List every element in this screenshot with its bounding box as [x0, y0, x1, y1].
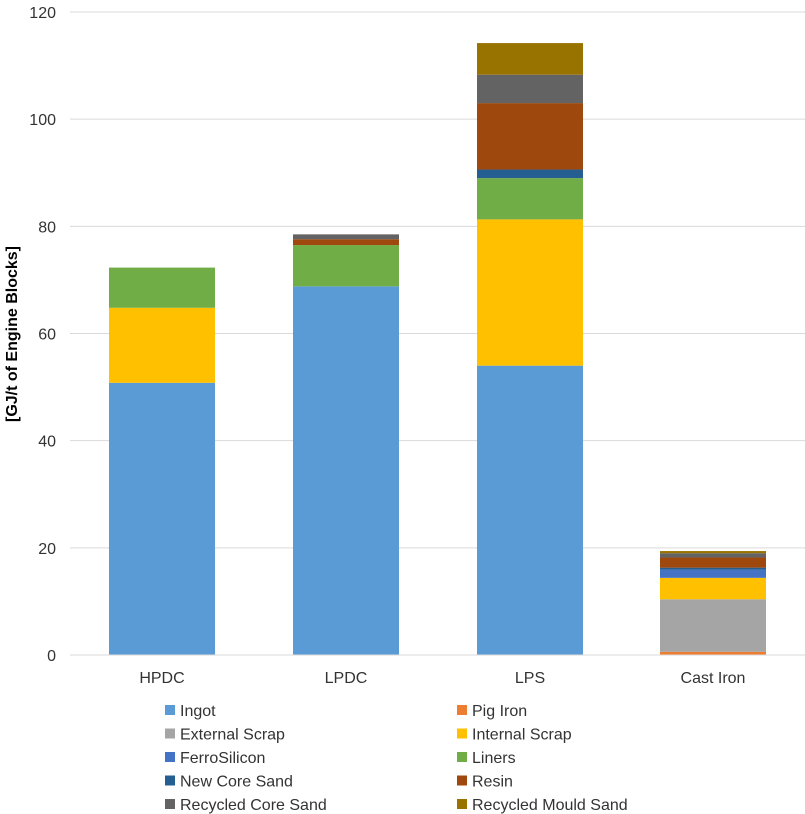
- y-tick-label: 80: [38, 219, 56, 236]
- x-tick-label: LPS: [515, 670, 545, 687]
- bar-segment: [293, 234, 399, 240]
- y-tick-label: 40: [38, 434, 56, 451]
- legend-label: External Scrap: [180, 727, 285, 744]
- bar-segment: [660, 651, 766, 655]
- legend-swatch: [457, 752, 467, 762]
- legend-label: Recycled Core Sand: [180, 797, 327, 814]
- bar-segment: [477, 169, 583, 179]
- bar-segment: [660, 567, 766, 570]
- bar-segment: [477, 103, 583, 170]
- x-tick-label: Cast Iron: [681, 670, 746, 687]
- legend-label: Ingot: [180, 703, 216, 720]
- bar-segment: [293, 245, 399, 287]
- legend: Ingot Pig Iron External Scrap Internal Scra…: [165, 703, 628, 814]
- bar-segment: [660, 553, 766, 558]
- legend-label: Liners: [472, 750, 516, 767]
- bar-segment: [293, 239, 399, 246]
- legend-label: Resin: [472, 774, 513, 791]
- legend-swatch: [165, 799, 175, 809]
- y-tick-label: 0: [47, 648, 56, 665]
- x-tick-label: HPDC: [139, 670, 184, 687]
- y-axis-ticks: 0 20 40 60 80 100 120: [29, 5, 56, 665]
- x-axis-ticks: HPDC LPDC LPS Cast Iron: [139, 670, 745, 687]
- legend-swatch: [457, 799, 467, 809]
- legend-swatch: [165, 705, 175, 715]
- y-tick-label: 120: [29, 5, 56, 22]
- x-tick-label: LPDC: [325, 670, 368, 687]
- bar-segment: [477, 74, 583, 104]
- legend-swatch: [165, 752, 175, 762]
- y-tick-label: 100: [29, 112, 56, 129]
- legend-label: Internal Scrap: [472, 727, 572, 744]
- bar-segment: [660, 569, 766, 578]
- bars: [109, 43, 766, 655]
- bar-segment: [109, 267, 215, 308]
- legend-swatch: [457, 775, 467, 786]
- legend-swatch: [457, 705, 467, 715]
- bar-segment: [293, 286, 399, 655]
- legend-swatch: [165, 728, 175, 739]
- legend-swatch: [457, 728, 467, 739]
- bar-segment: [660, 557, 766, 568]
- bar-segment: [109, 307, 215, 383]
- bar-segment: [660, 551, 766, 554]
- legend-swatch: [165, 775, 175, 786]
- bar-segment: [477, 219, 583, 366]
- legend-label: New Core Sand: [180, 774, 293, 791]
- y-axis-label: [GJ/t of Engine Blocks]: [4, 246, 21, 422]
- bar-segment: [660, 577, 766, 600]
- legend-label: FerroSilicon: [180, 750, 265, 767]
- y-tick-label: 20: [38, 541, 56, 558]
- bar-segment: [109, 382, 215, 655]
- legend-label: Recycled Mould Sand: [472, 797, 628, 814]
- bar-segment: [477, 178, 583, 220]
- y-tick-label: 60: [38, 327, 56, 344]
- legend-label: Pig Iron: [472, 703, 527, 720]
- bar-segment: [477, 43, 583, 75]
- bar-segment: [660, 599, 766, 652]
- bar-segment: [477, 365, 583, 655]
